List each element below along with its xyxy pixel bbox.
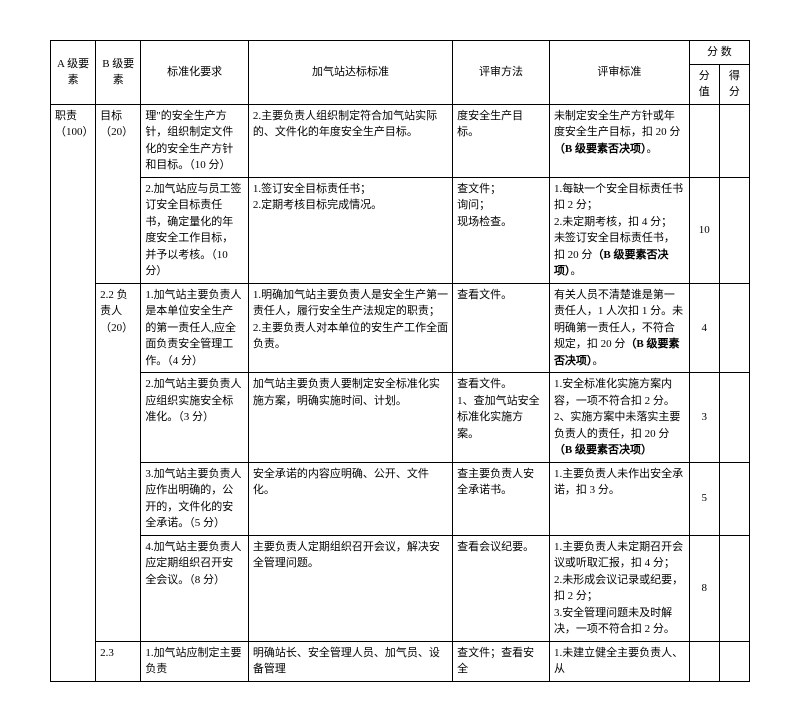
a-element-cell: 职责（100）: [51, 104, 96, 681]
got-cell: [719, 641, 749, 681]
header-review-method: 评审方法: [453, 41, 550, 105]
table-row: 2.加气站主要负责人应组织实施安全标准化。（3 分） 加气站主要负责人要制定安全…: [51, 373, 750, 463]
header-review-criteria: 评审标准: [549, 41, 689, 105]
table-row: 2.加气站应与员工签订安全目标责任书，确定量化的年度安全工作目标，并予以考核。（…: [51, 177, 750, 283]
standard-cell: 1.明确加气站主要负责人是安全生产第一责任人，履行安全生产法规定的职责；2.主要…: [248, 283, 452, 373]
criteria-cell: 未制定安全生产方针或年度安全生产目标，扣 20 分（B 级要素否决项）。: [549, 104, 689, 177]
requirement-cell: 3.加气站主要负责人应作出明确的，公开的，文件化的安全承诺。（5 分）: [141, 462, 249, 535]
criteria-cell: 1.主要负责人未作出安全承诺，扣 3 分。: [549, 462, 689, 535]
standards-table: A 级要素 B 级要素 标准化要求 加气站达标标准 评审方法 评审标准 分 数 …: [50, 40, 750, 682]
requirement-cell: 4.加气站主要负责人应定期组织召开安全会议。（8 分）: [141, 535, 249, 641]
header-a-element: A 级要素: [51, 41, 96, 105]
requirement-cell: 2.加气站主要负责人应组织实施安全标准化。（3 分）: [141, 373, 249, 463]
method-cell: 查主要负责人安全承诺书。: [453, 462, 550, 535]
got-cell: [719, 283, 749, 373]
criteria-cell: 有关人员不清楚谁是第一责任人，1 人次扣 1 分。未明确第一责任人，不符合规定，…: [549, 283, 689, 373]
got-cell: [719, 535, 749, 641]
requirement-cell: 1.加气站应制定主要负责: [141, 641, 249, 681]
score-cell: 10: [689, 177, 719, 283]
requirement-cell: 2.加气站应与员工签订安全目标责任书，确定量化的年度安全工作目标，并予以考核。（…: [141, 177, 249, 283]
method-cell: 度安全生产目标。: [453, 104, 550, 177]
header-scores: 分 数: [689, 41, 749, 65]
got-cell: [719, 462, 749, 535]
b-element-cell: 目标（20）: [96, 104, 141, 283]
got-cell: [719, 177, 749, 283]
standard-cell: 2.主要负责人组织制定符合加气站实际的、文件化的年度安全生产目标。: [248, 104, 452, 177]
score-cell: 4: [689, 283, 719, 373]
header-requirement: 标准化要求: [141, 41, 249, 105]
standard-cell: 1.签订安全目标责任书；2.定期考核目标完成情况。: [248, 177, 452, 283]
standard-cell: 加气站主要负责人要制定安全标准化实施方案，明确实施时间、计划。: [248, 373, 452, 463]
score-cell: [689, 104, 719, 177]
table-row: 2.3 1.加气站应制定主要负责 明确站长、安全管理人员、加气员、设备管理 查文…: [51, 641, 750, 681]
criteria-cell: 1.主要负责人未定期召开会议或听取汇报，扣 4 分；2.未形成会议记录或纪要，扣…: [549, 535, 689, 641]
header-score-value: 分值: [689, 64, 719, 104]
method-cell: 查看文件。1、查加气站安全标准化实施方案。: [453, 373, 550, 463]
table-row: 2.2 负责人（20） 1.加气站主要负责人是本单位安全生产的第一责任人,应全面…: [51, 283, 750, 373]
method-cell: 查看文件。: [453, 283, 550, 373]
score-cell: [689, 641, 719, 681]
got-cell: [719, 373, 749, 463]
header-score-got: 得分: [719, 64, 749, 104]
requirement-cell: 1.加气站主要负责人是本单位安全生产的第一责任人,应全面负责安全管理工作。（4 …: [141, 283, 249, 373]
standard-cell: 主要负责人定期组织召开会议，解决安全管理问题。: [248, 535, 452, 641]
method-cell: 查文件；询问；现场检查。: [453, 177, 550, 283]
criteria-cell: 1.未建立健全主要负责人、从: [549, 641, 689, 681]
criteria-cell: 1.每缺一个安全目标责任书扣 2 分；2.未定期考核，扣 4 分；未签订安全目标…: [549, 177, 689, 283]
score-cell: 5: [689, 462, 719, 535]
b-element-cell: 2.2 负责人（20）: [96, 283, 141, 641]
method-cell: 查看会议纪要。: [453, 535, 550, 641]
requirement-cell: 理"的安全生产方针，组织制定文件化的安全生产方针和目标。（10 分）: [141, 104, 249, 177]
header-b-element: B 级要素: [96, 41, 141, 105]
criteria-cell: 1.安全标准化实施方案内容，一项不符合扣 2 分。2、实施方案中未落实主要负责人…: [549, 373, 689, 463]
table-row: 4.加气站主要负责人应定期组织召开安全会议。（8 分） 主要负责人定期组织召开会…: [51, 535, 750, 641]
got-cell: [719, 104, 749, 177]
table-row: 职责（100） 目标（20） 理"的安全生产方针，组织制定文件化的安全生产方针和…: [51, 104, 750, 177]
standard-cell: 安全承诺的内容应明确、公开、文件化。: [248, 462, 452, 535]
header-station-standard: 加气站达标标准: [248, 41, 452, 105]
method-cell: 查文件；查看安全: [453, 641, 550, 681]
score-cell: 3: [689, 373, 719, 463]
b-element-cell: 2.3: [96, 641, 141, 681]
table-row: 3.加气站主要负责人应作出明确的，公开的，文件化的安全承诺。（5 分） 安全承诺…: [51, 462, 750, 535]
standard-cell: 明确站长、安全管理人员、加气员、设备管理: [248, 641, 452, 681]
score-cell: 8: [689, 535, 719, 641]
